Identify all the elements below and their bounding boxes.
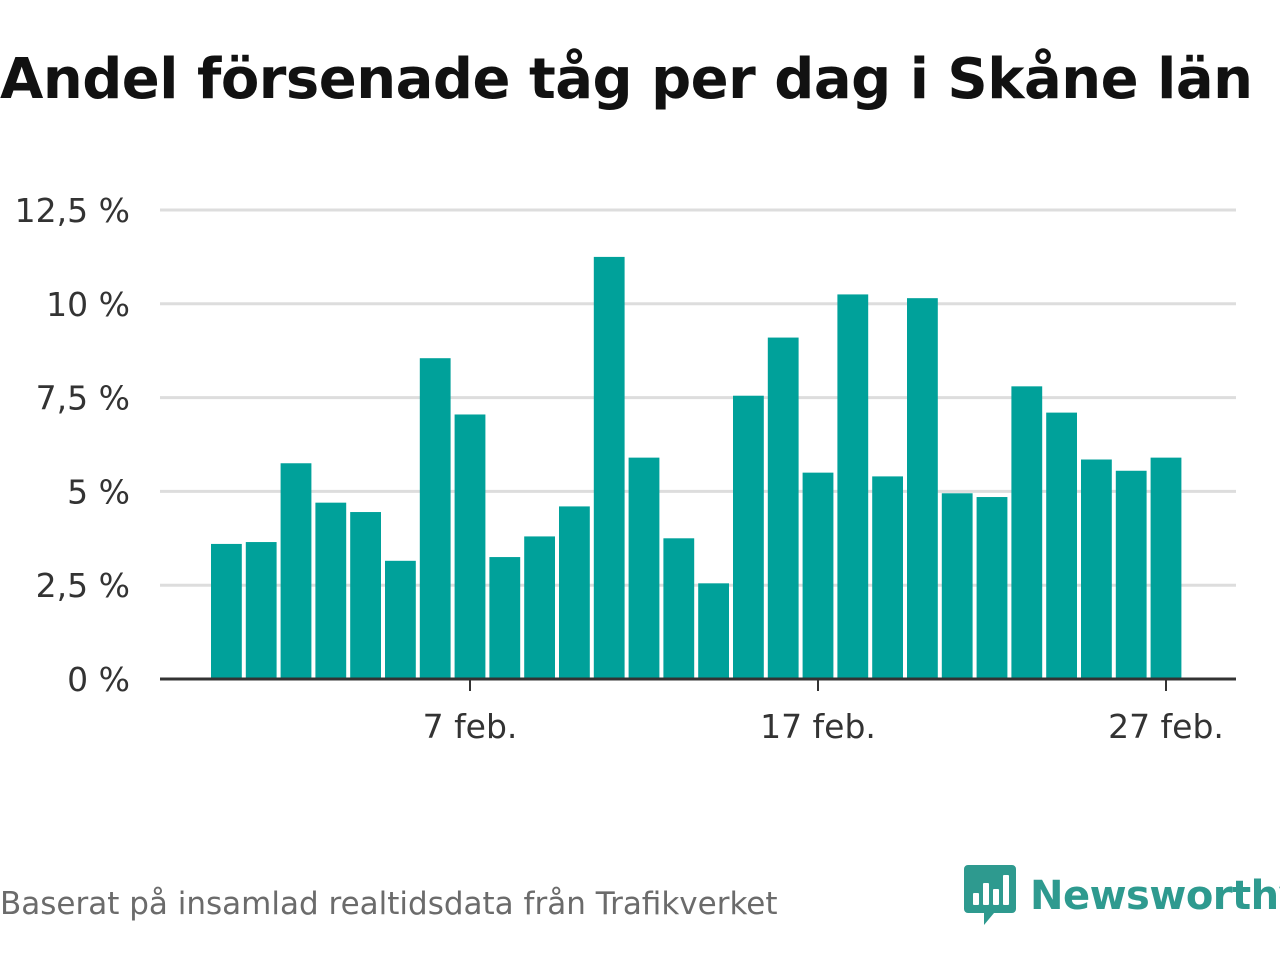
bar (593, 256, 625, 679)
bar (628, 457, 660, 679)
bar (767, 337, 799, 679)
bar (524, 536, 555, 679)
y-tick-label: 0 % (67, 660, 130, 699)
bar (211, 543, 242, 679)
bar (941, 493, 973, 679)
bar (907, 298, 938, 679)
bar (1150, 457, 1182, 679)
bar (976, 497, 1008, 679)
bar (837, 294, 869, 679)
bar (245, 542, 277, 679)
bar (663, 538, 695, 679)
x-tick-label: 17 feb. (760, 707, 876, 746)
bar (802, 472, 834, 679)
y-tick-label: 7,5 % (36, 379, 130, 418)
source-note: Baserat på insamlad realtidsdata från Tr… (0, 886, 778, 922)
x-axis-labels: 7 feb. 17 feb. 27 feb. (423, 707, 1224, 746)
bar (698, 583, 729, 679)
bar (1115, 470, 1147, 679)
bars (211, 256, 1182, 679)
y-axis-labels: 0 % 2,5 % 5 % 7,5 % 10 % 12,5 % (15, 191, 130, 699)
bar (872, 476, 903, 679)
y-tick-label: 5 % (67, 472, 130, 511)
chart-title: Andel försenade tåg per dag i Skåne län (0, 47, 1253, 112)
bar (280, 463, 312, 679)
y-tick-label: 2,5 % (36, 566, 130, 605)
bar (733, 395, 764, 679)
bar (1046, 412, 1077, 679)
x-tick-label: 7 feb. (423, 707, 518, 746)
bar (559, 506, 590, 679)
bar (454, 414, 486, 679)
bar (419, 358, 451, 679)
bar (385, 560, 416, 679)
y-tick-label: 10 % (46, 285, 130, 324)
bar (1011, 386, 1043, 679)
bar (315, 502, 347, 679)
brand-name: Newsworthy (1030, 873, 1280, 919)
newsworthy-chart-bubble-icon (964, 865, 1016, 925)
bar (350, 512, 381, 679)
bar (489, 557, 521, 679)
x-tick-label: 27 feb. (1108, 707, 1224, 746)
brand[interactable]: Newsworthy (964, 864, 1280, 928)
y-tick-label: 12,5 % (15, 191, 130, 230)
bar-chart: 0 % 2,5 % 5 % 7,5 % 10 % 12,5 % 7 feb. 17 feb.… (15, 191, 1236, 746)
x-axis (160, 677, 1236, 691)
bar (1081, 459, 1112, 679)
